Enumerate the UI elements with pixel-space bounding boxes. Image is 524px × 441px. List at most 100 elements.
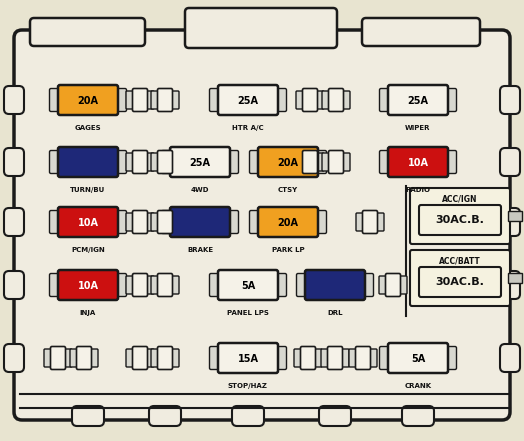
Text: 20A: 20A bbox=[278, 158, 299, 168]
Text: CTSY: CTSY bbox=[278, 187, 298, 193]
FancyBboxPatch shape bbox=[158, 89, 172, 112]
FancyBboxPatch shape bbox=[4, 271, 24, 299]
FancyBboxPatch shape bbox=[419, 205, 501, 235]
Text: 25A: 25A bbox=[408, 96, 429, 106]
FancyBboxPatch shape bbox=[143, 349, 154, 367]
FancyBboxPatch shape bbox=[170, 207, 230, 237]
FancyBboxPatch shape bbox=[339, 153, 350, 171]
FancyBboxPatch shape bbox=[126, 153, 137, 171]
FancyBboxPatch shape bbox=[151, 91, 162, 109]
FancyBboxPatch shape bbox=[112, 150, 126, 173]
Text: PCM/IGN: PCM/IGN bbox=[71, 247, 105, 253]
FancyBboxPatch shape bbox=[143, 276, 154, 294]
FancyBboxPatch shape bbox=[258, 147, 318, 177]
FancyBboxPatch shape bbox=[313, 153, 324, 171]
FancyBboxPatch shape bbox=[126, 91, 137, 109]
FancyBboxPatch shape bbox=[271, 347, 287, 370]
Text: 30AC.B.: 30AC.B. bbox=[435, 215, 484, 225]
FancyBboxPatch shape bbox=[4, 86, 24, 114]
FancyBboxPatch shape bbox=[500, 86, 520, 114]
FancyBboxPatch shape bbox=[49, 273, 64, 296]
FancyBboxPatch shape bbox=[49, 89, 64, 112]
FancyBboxPatch shape bbox=[500, 208, 520, 236]
FancyBboxPatch shape bbox=[133, 150, 147, 173]
FancyBboxPatch shape bbox=[49, 210, 64, 233]
FancyBboxPatch shape bbox=[356, 213, 367, 231]
FancyBboxPatch shape bbox=[322, 153, 333, 171]
Text: CRANK: CRANK bbox=[405, 383, 432, 389]
FancyBboxPatch shape bbox=[224, 210, 238, 233]
FancyBboxPatch shape bbox=[328, 347, 343, 370]
FancyBboxPatch shape bbox=[358, 273, 374, 296]
FancyBboxPatch shape bbox=[151, 349, 162, 367]
FancyBboxPatch shape bbox=[379, 89, 395, 112]
FancyBboxPatch shape bbox=[151, 213, 162, 231]
Text: 10A: 10A bbox=[408, 158, 429, 168]
Text: RADIO: RADIO bbox=[406, 187, 431, 193]
FancyBboxPatch shape bbox=[294, 349, 305, 367]
FancyBboxPatch shape bbox=[338, 349, 349, 367]
FancyBboxPatch shape bbox=[311, 150, 326, 173]
FancyBboxPatch shape bbox=[410, 188, 510, 244]
Text: 25A: 25A bbox=[190, 158, 211, 168]
FancyBboxPatch shape bbox=[322, 91, 333, 109]
Bar bbox=[508, 273, 522, 283]
FancyBboxPatch shape bbox=[271, 89, 287, 112]
FancyBboxPatch shape bbox=[133, 347, 147, 370]
Text: 10A: 10A bbox=[78, 218, 99, 228]
Text: ACC/BATT: ACC/BATT bbox=[439, 257, 481, 265]
FancyBboxPatch shape bbox=[4, 344, 24, 372]
FancyBboxPatch shape bbox=[133, 89, 147, 112]
FancyBboxPatch shape bbox=[143, 91, 154, 109]
FancyBboxPatch shape bbox=[49, 150, 64, 173]
Text: 25A: 25A bbox=[237, 96, 258, 106]
FancyBboxPatch shape bbox=[70, 349, 81, 367]
Bar bbox=[508, 211, 522, 221]
FancyBboxPatch shape bbox=[396, 276, 407, 294]
FancyBboxPatch shape bbox=[218, 270, 278, 300]
FancyBboxPatch shape bbox=[143, 153, 154, 171]
FancyBboxPatch shape bbox=[4, 148, 24, 176]
FancyBboxPatch shape bbox=[410, 250, 510, 306]
FancyBboxPatch shape bbox=[58, 207, 118, 237]
FancyBboxPatch shape bbox=[168, 91, 179, 109]
FancyBboxPatch shape bbox=[297, 273, 311, 296]
FancyBboxPatch shape bbox=[218, 85, 278, 115]
Text: PANEL LPS: PANEL LPS bbox=[227, 310, 269, 316]
FancyBboxPatch shape bbox=[249, 150, 265, 173]
FancyBboxPatch shape bbox=[349, 349, 360, 367]
FancyBboxPatch shape bbox=[442, 89, 456, 112]
FancyBboxPatch shape bbox=[379, 347, 395, 370]
FancyBboxPatch shape bbox=[500, 344, 520, 372]
FancyBboxPatch shape bbox=[313, 91, 324, 109]
Text: ACC/IGN: ACC/IGN bbox=[442, 194, 478, 203]
FancyBboxPatch shape bbox=[112, 210, 126, 233]
FancyBboxPatch shape bbox=[311, 349, 322, 367]
FancyBboxPatch shape bbox=[168, 276, 179, 294]
FancyBboxPatch shape bbox=[302, 89, 318, 112]
FancyBboxPatch shape bbox=[170, 147, 230, 177]
Text: 5A: 5A bbox=[241, 281, 255, 291]
FancyBboxPatch shape bbox=[133, 273, 147, 296]
FancyBboxPatch shape bbox=[133, 210, 147, 233]
FancyBboxPatch shape bbox=[168, 213, 179, 231]
FancyBboxPatch shape bbox=[161, 210, 177, 233]
FancyBboxPatch shape bbox=[218, 343, 278, 373]
FancyBboxPatch shape bbox=[87, 349, 98, 367]
FancyBboxPatch shape bbox=[379, 276, 390, 294]
FancyBboxPatch shape bbox=[302, 150, 318, 173]
FancyBboxPatch shape bbox=[224, 150, 238, 173]
Text: 5A: 5A bbox=[411, 354, 425, 364]
FancyBboxPatch shape bbox=[151, 153, 162, 171]
FancyBboxPatch shape bbox=[386, 273, 400, 296]
FancyBboxPatch shape bbox=[158, 347, 172, 370]
FancyBboxPatch shape bbox=[50, 347, 66, 370]
FancyBboxPatch shape bbox=[311, 210, 326, 233]
FancyBboxPatch shape bbox=[300, 347, 315, 370]
FancyBboxPatch shape bbox=[388, 343, 448, 373]
FancyBboxPatch shape bbox=[112, 89, 126, 112]
FancyBboxPatch shape bbox=[355, 347, 370, 370]
FancyBboxPatch shape bbox=[296, 153, 307, 171]
FancyBboxPatch shape bbox=[388, 147, 448, 177]
Text: 10A: 10A bbox=[78, 281, 99, 291]
